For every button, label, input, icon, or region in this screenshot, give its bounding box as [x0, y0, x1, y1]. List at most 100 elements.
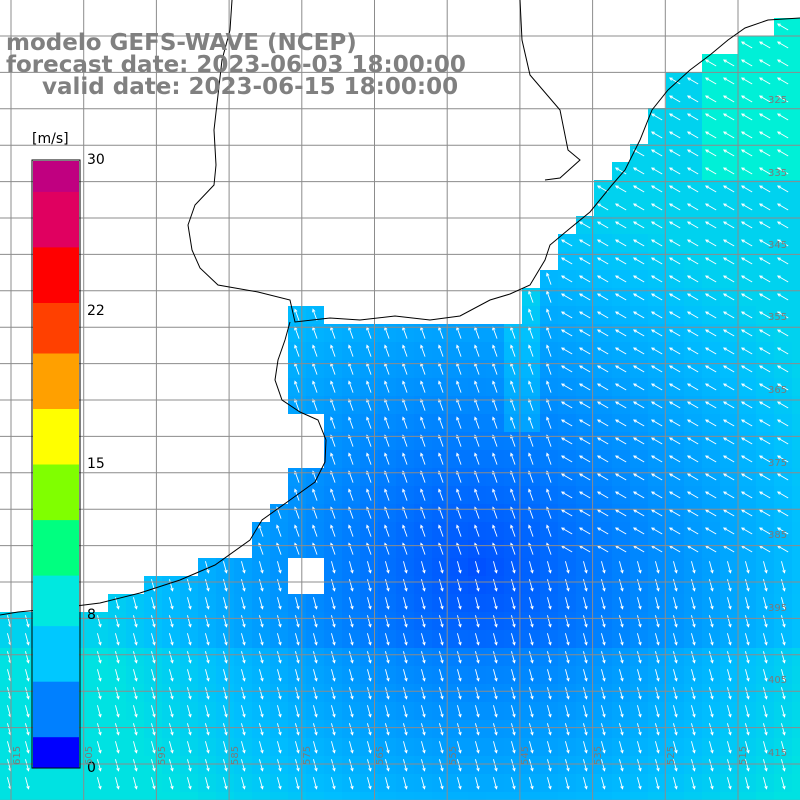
wind-arrow-head — [764, 713, 768, 718]
wind-arrow-head — [704, 95, 709, 99]
field-cell — [792, 756, 800, 774]
wind-arrow-head — [422, 623, 426, 628]
wind-arrow-head — [548, 659, 552, 664]
wind-arrow-head — [474, 344, 478, 349]
wind-arrow — [223, 561, 227, 573]
colorbar-step — [33, 246, 79, 253]
wind-arrow-head — [578, 509, 583, 513]
wind-arrow-head — [566, 587, 570, 592]
wind-arrow-head — [26, 695, 30, 700]
wind-arrow — [385, 633, 389, 645]
wind-arrow-head — [686, 329, 691, 333]
wind-arrow — [331, 777, 335, 789]
wind-arrow — [633, 275, 645, 283]
colorbar-step — [33, 696, 79, 702]
wind-arrow-head — [758, 419, 763, 423]
wind-arrow — [565, 687, 569, 699]
wind-arrow-head — [116, 713, 120, 718]
wind-arrow-head — [404, 713, 408, 718]
wind-arrow-head — [668, 131, 673, 135]
wind-arrow — [565, 705, 569, 717]
wind-arrow — [741, 275, 753, 283]
wind-arrow-head — [474, 524, 478, 529]
wind-arrow — [366, 525, 372, 537]
wind-arrow-head — [278, 695, 282, 700]
wind-arrow — [547, 759, 551, 771]
wind-arrow — [727, 597, 731, 609]
wind-arrow-head — [632, 239, 637, 243]
wind-arrow-head — [330, 524, 334, 529]
wind-arrow — [456, 435, 462, 447]
wind-arrow — [709, 705, 713, 717]
wind-arrow — [583, 741, 587, 753]
wind-arrow-head — [404, 587, 408, 592]
wind-arrow — [669, 77, 681, 85]
wind-arrow-head — [546, 272, 550, 277]
wind-arrow-head — [420, 416, 424, 421]
wind-arrow-head — [224, 587, 228, 592]
lon-label: 565 — [375, 745, 386, 765]
field-cell — [792, 432, 800, 450]
wind-arrow — [151, 633, 155, 645]
wind-arrow-head — [366, 416, 370, 421]
wind-arrow — [295, 651, 299, 663]
wind-arrow-head — [560, 257, 565, 261]
colorbar-step — [33, 277, 79, 283]
wind-arrow-head — [620, 587, 624, 592]
wind-arrow — [475, 687, 479, 699]
wind-arrow — [421, 651, 425, 663]
wind-arrow-head — [668, 185, 673, 189]
wind-arrow — [763, 597, 767, 609]
wind-arrow — [709, 651, 713, 663]
wind-arrow — [709, 579, 713, 591]
wind-arrow-head — [438, 398, 442, 403]
wind-arrow — [763, 579, 767, 591]
wind-arrow-head — [596, 311, 601, 315]
field-cell — [594, 792, 612, 800]
wind-arrow — [763, 777, 767, 789]
wind-arrow — [777, 329, 789, 337]
wind-arrow — [619, 633, 623, 645]
wind-arrow-head — [710, 713, 714, 718]
wind-arrow — [745, 759, 749, 771]
wind-arrow — [547, 651, 551, 663]
wind-arrow — [687, 419, 699, 427]
wind-arrow — [493, 651, 497, 663]
wind-arrow-head — [722, 95, 727, 99]
lat-label: 355 — [768, 312, 788, 323]
wind-arrow — [492, 489, 498, 501]
wind-arrow — [651, 185, 663, 193]
wind-arrow-head — [134, 785, 138, 790]
wind-arrow — [741, 221, 753, 229]
coastline — [187, 0, 800, 323]
colorbar-step — [33, 181, 79, 187]
wind-arrow-head — [776, 401, 781, 405]
wind-arrow — [115, 615, 119, 627]
wind-arrow — [601, 615, 605, 627]
wind-arrow — [420, 345, 426, 357]
wind-arrow — [777, 185, 789, 193]
wind-arrow — [723, 185, 735, 193]
wind-arrow — [349, 579, 353, 591]
wind-arrow-head — [224, 605, 228, 610]
lon-label: 605 — [84, 745, 95, 765]
wind-arrow-head — [578, 275, 583, 279]
wind-arrow — [546, 453, 552, 465]
wind-arrow — [777, 383, 789, 391]
wind-arrow — [241, 561, 245, 573]
wind-arrow — [510, 453, 516, 465]
wind-arrow-head — [620, 785, 624, 790]
wind-arrow — [601, 741, 605, 753]
wind-arrow-head — [740, 509, 745, 513]
wind-arrow — [691, 597, 695, 609]
wind-arrow-head — [152, 623, 156, 628]
wind-arrow — [475, 597, 479, 609]
field-cell — [270, 792, 288, 800]
wind-arrow-head — [782, 605, 786, 610]
wind-arrow-head — [188, 749, 192, 754]
field-cell — [792, 234, 800, 252]
wind-arrow — [561, 491, 573, 499]
wind-arrow-head — [704, 437, 709, 441]
wind-arrow-head — [350, 569, 354, 574]
wind-arrow — [457, 777, 461, 789]
